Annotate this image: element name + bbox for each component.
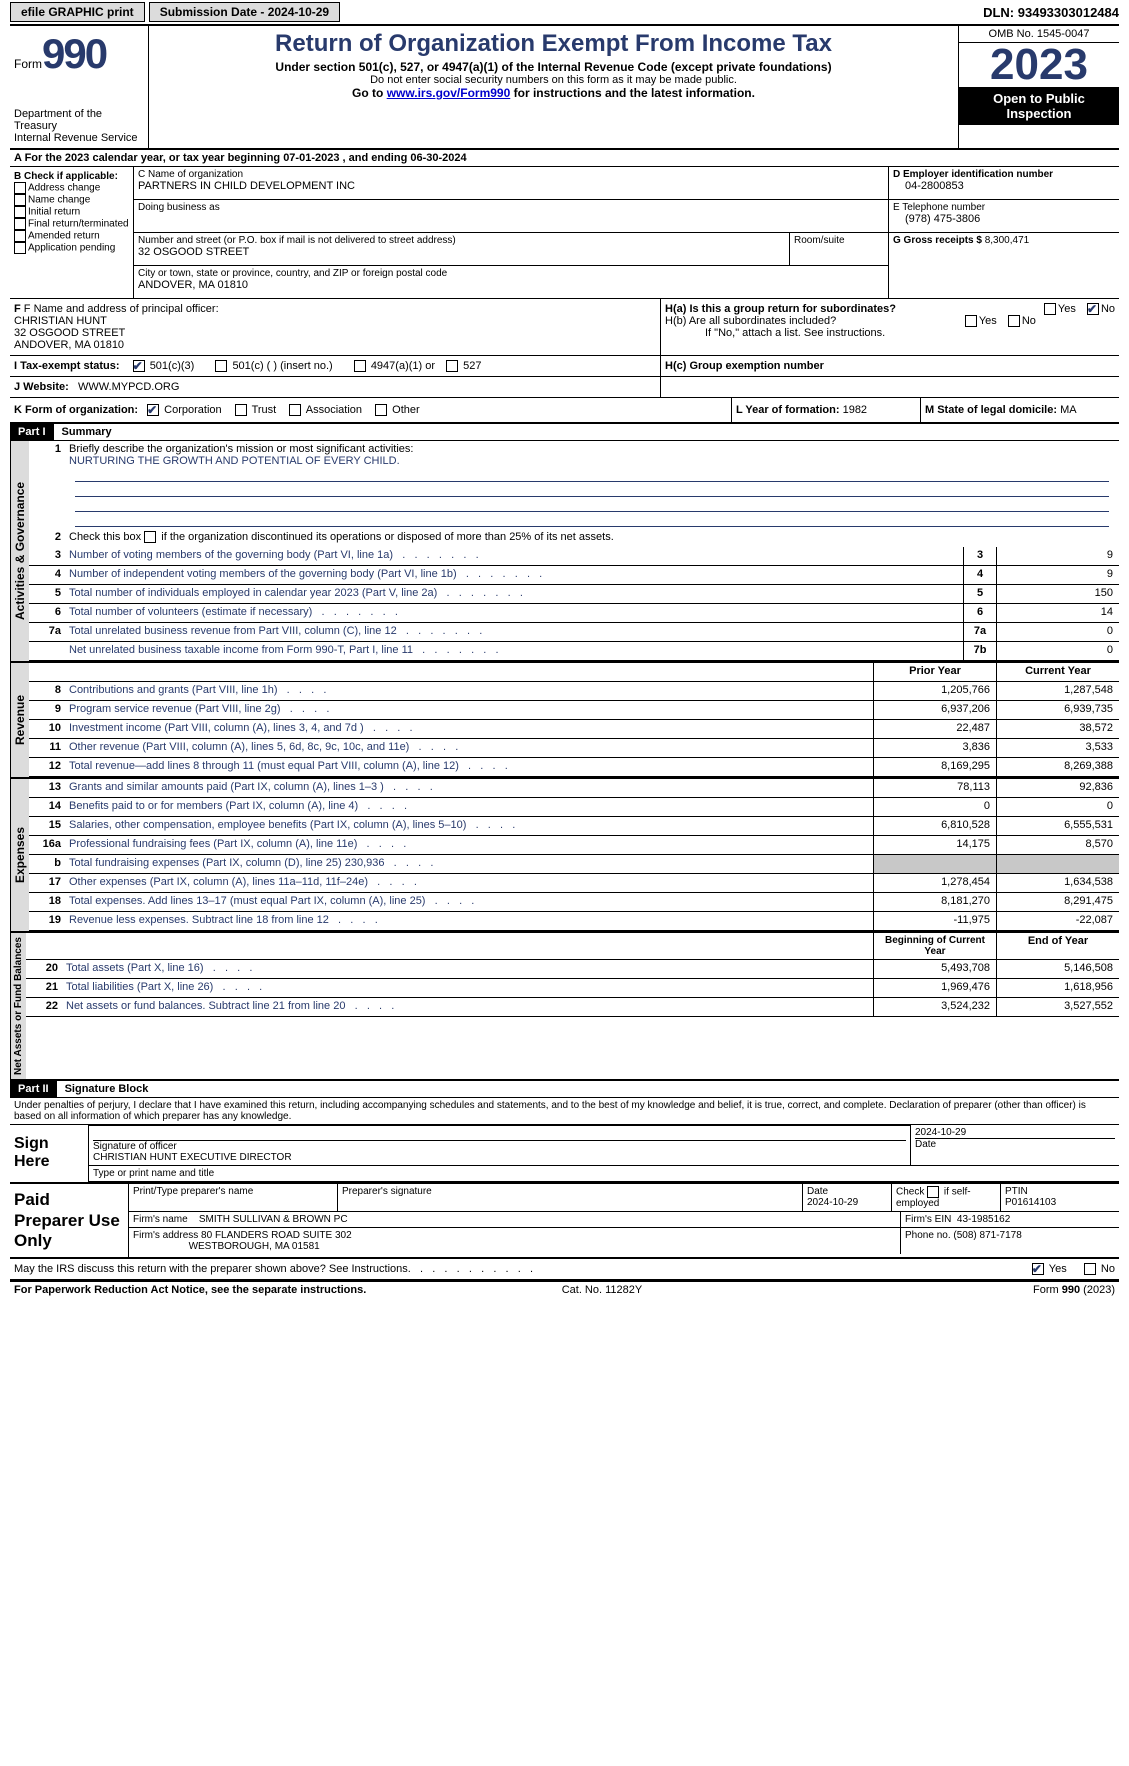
box-e: E Telephone number (978) 475-3806 [889,200,1119,233]
box-hc: H(c) Group exemption number [660,356,1119,376]
org-name: PARTNERS IN CHILD DEVELOPMENT INC [138,180,355,192]
part2-header: Part II [10,1081,57,1097]
box-h: H(a) Is this a group return for subordin… [660,299,1119,355]
page-footer: For Paperwork Reduction Act Notice, see … [10,1281,1119,1298]
form-header: Form990 Department of the TreasuryIntern… [10,26,1119,150]
box-i: I Tax-exempt status: 501(c)(3) 501(c) ( … [10,356,660,376]
summary-governance: Activities & Governance 1 Briefly descri… [10,441,1119,663]
dept-label: Department of the TreasuryInternal Reven… [14,108,144,144]
mission-text: NURTURING THE GROWTH AND POTENTIAL OF EV… [69,455,400,467]
dln: DLN: 93493303012484 [983,5,1119,20]
box-j: J Website: WWW.MYPCD.ORG [10,377,660,397]
box-k: K Form of organization: Corporation Trus… [10,398,731,422]
discuss-row: May the IRS discuss this return with the… [10,1259,1119,1281]
box-b: B Check if applicable: Address change Na… [10,167,134,298]
irs-link[interactable]: www.irs.gov/Form990 [387,86,511,100]
topbar: efile GRAPHIC print Submission Date - 20… [10,0,1119,26]
box-g: G Gross receipts $ 8,300,471 [889,233,1119,265]
part1-header: Part I [10,424,54,440]
summary-netassets: Net Assets or Fund Balances Beginning of… [10,933,1119,1081]
row-a-tax-year: A For the 2023 calendar year, or tax yea… [10,150,1119,167]
org-street: 32 OSGOOD STREET [138,246,249,258]
penalties-text: Under penalties of perjury, I declare th… [10,1098,1119,1125]
box-d: D Employer identification number 04-2800… [889,167,1119,200]
box-c: C Name of organization PARTNERS IN CHILD… [134,167,888,298]
box-l: L Year of formation: 1982 [731,398,920,422]
form-number: 990 [42,30,106,77]
open-inspection: Open to Public Inspection [959,87,1119,125]
org-city: ANDOVER, MA 01810 [138,279,248,291]
submission-date: Submission Date - 2024-10-29 [149,2,340,22]
summary-revenue: Revenue b Prior Year Current Year 8Contr… [10,663,1119,779]
form-title: Return of Organization Exempt From Incom… [153,30,954,58]
summary-expenses: Expenses 13Grants and similar amounts pa… [10,779,1119,933]
paid-preparer: Paid Preparer Use Only Print/Type prepar… [10,1184,1119,1259]
efile-button[interactable]: efile GRAPHIC print [10,2,145,22]
box-f: F F Name and address of principal office… [10,299,660,355]
box-m: M State of legal domicile: MA [920,398,1119,422]
tax-year: 2023 [959,43,1119,87]
sign-here: Sign Here Signature of officerCHRISTIAN … [10,1125,1119,1184]
